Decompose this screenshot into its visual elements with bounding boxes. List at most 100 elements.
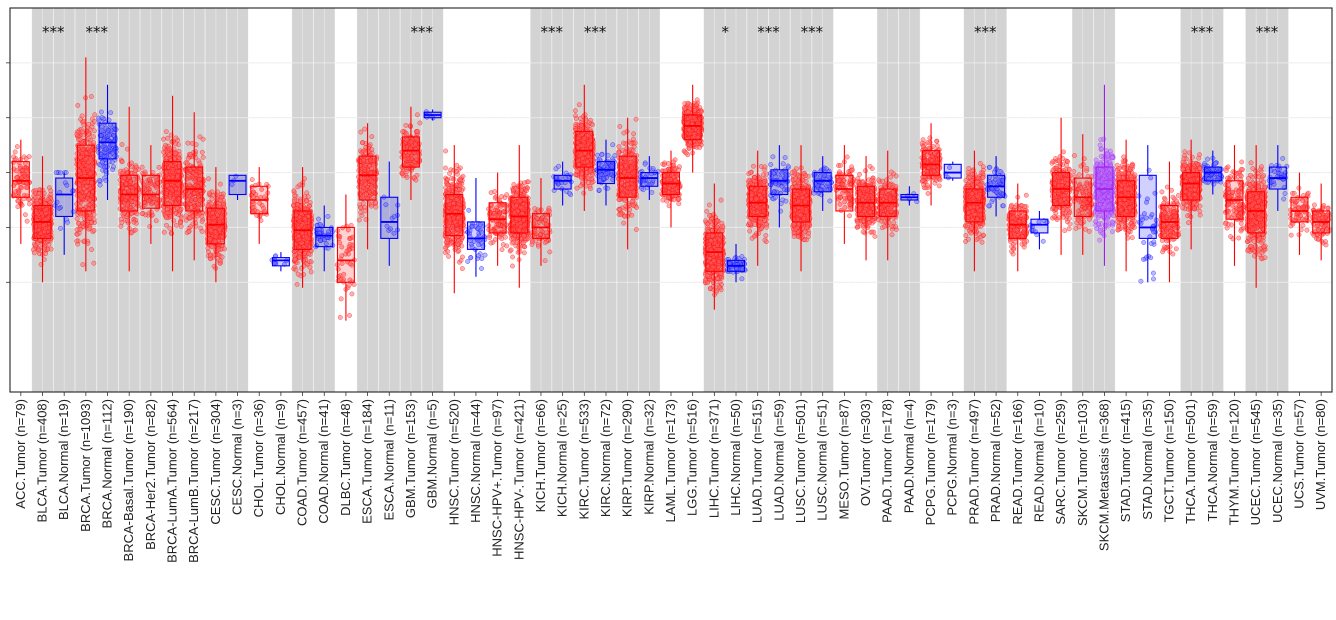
data-point: [294, 281, 300, 287]
data-point: [75, 102, 81, 108]
data-point: [87, 225, 93, 231]
data-point: [58, 225, 63, 231]
data-point: [482, 252, 488, 258]
data-point: [122, 210, 127, 216]
data-point: [98, 109, 104, 115]
data-point: [91, 217, 97, 223]
data-point: [521, 250, 527, 256]
data-point: [348, 222, 354, 228]
data-point: [459, 266, 465, 272]
data-point: [185, 140, 191, 146]
data-point: [129, 160, 135, 166]
data-point: [176, 152, 182, 158]
data-point: [499, 247, 505, 253]
data-point: [92, 112, 98, 118]
data-point: [299, 265, 305, 271]
data-point: [139, 164, 145, 170]
data-point: [197, 134, 203, 140]
data-point: [404, 168, 410, 174]
data-point: [445, 237, 451, 243]
data-point: [74, 216, 80, 222]
data-point: [139, 211, 145, 217]
data-point: [578, 183, 584, 189]
data-point: [91, 227, 97, 233]
data-point: [91, 128, 97, 134]
data-point: [293, 267, 299, 273]
data-point: [99, 115, 105, 121]
data-point: [521, 244, 527, 249]
data-point: [415, 128, 421, 134]
data-point: [499, 236, 505, 242]
data-point: [88, 94, 94, 99]
data-point: [36, 191, 42, 197]
data-point: [292, 253, 297, 259]
data-point: [91, 260, 97, 266]
data-point: [19, 185, 24, 191]
data-point: [610, 142, 616, 148]
data-point: [403, 122, 409, 128]
data-point: [500, 242, 506, 248]
data-point: [26, 154, 32, 160]
data-point: [535, 243, 541, 249]
data-point: [468, 255, 474, 261]
data-point: [65, 219, 70, 225]
data-point: [119, 159, 125, 165]
data-point: [87, 215, 93, 221]
data-point: [399, 170, 405, 176]
data-point: [81, 122, 87, 128]
data-point: [164, 207, 170, 212]
data-point: [460, 173, 466, 179]
data-point: [308, 259, 314, 265]
data-point: [77, 136, 83, 142]
data-point: [217, 181, 223, 187]
data-point: [403, 130, 409, 136]
data-point: [119, 219, 125, 225]
data-point: [108, 110, 114, 116]
data-point: [318, 221, 323, 227]
data-point: [173, 135, 179, 141]
data-point: [167, 225, 173, 231]
data-point: [218, 197, 224, 203]
data-point: [295, 271, 301, 277]
data-point: [316, 216, 321, 222]
data-point: [573, 122, 579, 127]
data-point: [465, 259, 471, 264]
data-point: [199, 219, 205, 224]
data-point: [218, 258, 224, 264]
data-point: [153, 218, 159, 224]
data-point: [220, 191, 226, 197]
data-point: [161, 149, 167, 155]
data-point: [249, 177, 255, 183]
data-point: [524, 188, 529, 194]
data-point: [169, 139, 175, 145]
data-point: [15, 204, 21, 210]
data-point: [192, 216, 198, 222]
data-point: [172, 150, 178, 156]
data-point: [307, 200, 313, 205]
data-point: [99, 159, 105, 165]
data-point: [488, 240, 494, 246]
data-point: [161, 229, 167, 235]
data-point: [369, 147, 375, 153]
data-point: [546, 205, 552, 211]
data-point: [163, 222, 169, 228]
data-point: [492, 189, 498, 195]
data-point: [337, 314, 343, 320]
data-point: [91, 118, 97, 124]
data-point: [590, 122, 595, 128]
data-point: [596, 187, 602, 193]
data-point: [206, 176, 211, 182]
data-point: [308, 269, 314, 275]
data-point: [413, 177, 419, 183]
data-point: [297, 254, 302, 260]
data-point: [454, 169, 460, 174]
data-point: [53, 170, 59, 176]
data-point: [346, 282, 352, 288]
data-point: [511, 236, 517, 242]
data-point: [185, 156, 191, 161]
data-point: [307, 264, 313, 270]
data-point: [414, 112, 420, 118]
data-point: [459, 243, 465, 249]
data-point: [599, 152, 605, 158]
data-point: [476, 253, 482, 259]
